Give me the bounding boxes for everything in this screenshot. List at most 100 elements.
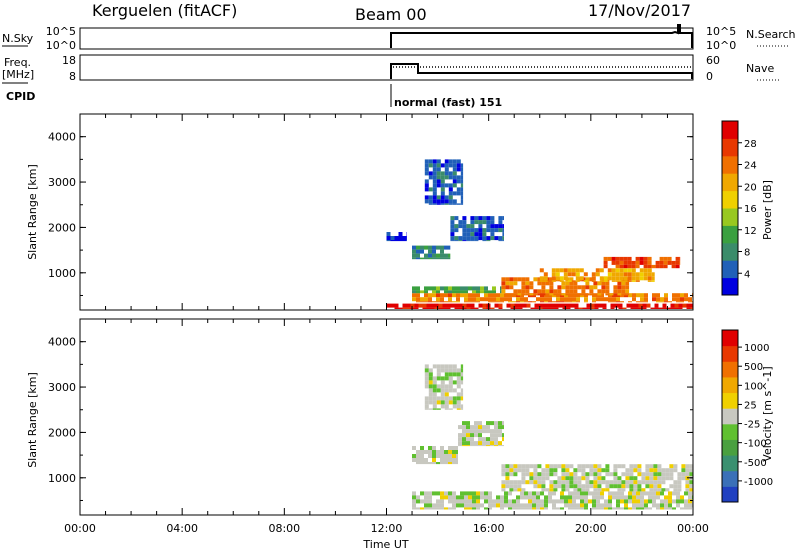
velocity-cell [604, 503, 608, 508]
velocity-cell [613, 476, 618, 481]
power-cell [452, 163, 457, 168]
power-cell [486, 240, 491, 242]
velocity-cell [581, 468, 586, 473]
velocity-cell [432, 458, 436, 462]
velocity-cell [597, 480, 602, 485]
power-cell [525, 277, 530, 282]
power-cell [466, 303, 471, 308]
velocity-cell [556, 499, 560, 504]
power-cell [444, 293, 448, 298]
velocity-cell [613, 472, 618, 477]
nsearch-tick-top: 10^5 [706, 25, 736, 38]
velocity-cell [509, 472, 514, 477]
velocity-cell [609, 480, 614, 485]
velocity-ytick-label: 1000 [48, 472, 76, 485]
velocity-cell [597, 472, 602, 477]
power-cell [674, 307, 679, 309]
power-cell [534, 307, 539, 309]
power-cell [663, 264, 668, 269]
velocity-cell [513, 468, 518, 473]
power-cell [581, 289, 586, 294]
velocity-cell [684, 503, 688, 508]
power-cell [578, 307, 583, 309]
power-cell [541, 285, 546, 290]
velocity-cell [432, 396, 437, 401]
velocity-cell [673, 484, 678, 489]
power-cell [448, 301, 452, 303]
velocity-cell [689, 468, 693, 473]
power-cell [615, 276, 620, 281]
velocity-cell [513, 480, 518, 485]
power-cell [617, 289, 622, 294]
velocity-cell [569, 480, 574, 485]
power-cell [601, 281, 606, 286]
velocity-cell [460, 388, 464, 393]
velocity-cell [444, 384, 449, 389]
power-cell [630, 303, 635, 308]
power-cell [542, 303, 547, 308]
velocity-cell [657, 476, 662, 481]
power-cell [623, 264, 628, 269]
power-cell [412, 290, 416, 294]
power-cell [525, 285, 530, 290]
power-cell [466, 232, 471, 237]
nsearch-tick-bottom: 10^0 [706, 39, 736, 52]
power-cell [428, 253, 432, 258]
power-cell [494, 224, 499, 229]
power-cell [593, 281, 598, 286]
power-cell [585, 293, 590, 296]
power-cell [424, 187, 429, 192]
velocity-cell [456, 376, 461, 381]
velocity-cell [568, 495, 572, 500]
velocity-cell [504, 491, 508, 496]
velocity-cell [416, 495, 420, 500]
power-cell [625, 285, 630, 290]
velocity-cell [424, 503, 428, 508]
power-cell [562, 307, 567, 309]
power-cell [647, 264, 652, 269]
power-cell [482, 232, 487, 237]
velocity-cell [452, 388, 457, 393]
velocity-cell [517, 484, 522, 489]
power-cell [561, 281, 566, 286]
velocity-cell [568, 507, 572, 510]
velocity-cell [533, 484, 538, 489]
power-cell [440, 195, 445, 200]
power-colorbar-tick-label: 12 [744, 226, 757, 237]
power-cell [436, 257, 440, 260]
power-cell [572, 301, 576, 303]
power-cell [532, 301, 536, 303]
velocity-cell [600, 495, 604, 500]
power-cell [627, 256, 632, 261]
power-cell [424, 257, 428, 260]
power-cell [617, 293, 622, 296]
velocity-cell [625, 472, 630, 477]
power-cell [410, 303, 415, 308]
velocity-cell [645, 476, 650, 481]
velocity-cell [673, 488, 678, 492]
power-cell [442, 307, 447, 309]
velocity-cell [673, 468, 678, 473]
power-cell [550, 307, 555, 309]
velocity-cell [456, 396, 461, 401]
power-cell [424, 159, 429, 164]
velocity-cell [486, 441, 490, 446]
velocity-colorbar-cell [722, 361, 738, 378]
date-title: 17/Nov/2017 [588, 1, 691, 20]
velocity-cell [536, 499, 540, 504]
velocity-cell [545, 476, 550, 481]
velocity-cell [668, 499, 672, 504]
velocity-cell [609, 484, 614, 489]
velocity-cell [490, 433, 494, 438]
velocity-cell [557, 464, 562, 469]
velocity-cell [653, 464, 658, 469]
power-cell [626, 303, 631, 308]
power-cell [643, 276, 648, 281]
power-cell [460, 290, 464, 294]
velocity-cell [428, 372, 433, 377]
power-cell [643, 268, 648, 273]
velocity-cell [549, 472, 554, 477]
power-cell [416, 290, 420, 294]
power-cell [448, 191, 453, 196]
power-cell [571, 268, 576, 273]
